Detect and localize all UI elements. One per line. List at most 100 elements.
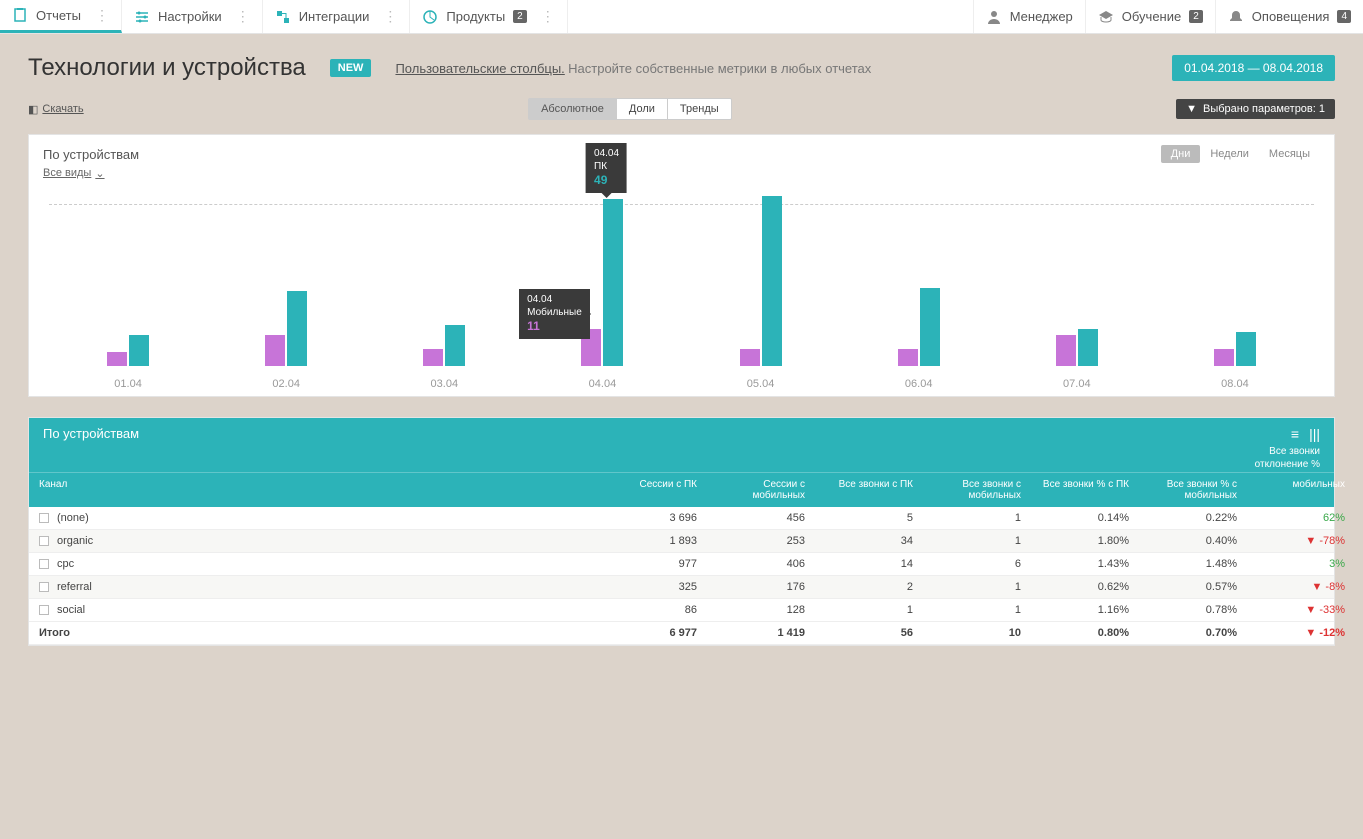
bar-pc[interactable]: [129, 335, 149, 366]
row-checkbox[interactable]: [39, 582, 49, 592]
row-checkbox[interactable]: [39, 559, 49, 569]
table-header: По устройствам ≡ ||| Все звонки отклонен…: [29, 418, 1334, 507]
table-column-header[interactable]: мобильных: [1247, 473, 1355, 507]
table-column-header[interactable]: Сессии с мобильных: [707, 473, 815, 507]
channel-name[interactable]: organic: [57, 535, 93, 547]
delta-cell: 3%: [1247, 553, 1355, 575]
period-tab-0[interactable]: Дни: [1161, 145, 1201, 163]
bar-mobile[interactable]: [1056, 335, 1076, 366]
subheader: ◧ Скачать АбсолютноеДолиТренды ▼ Выбрано…: [28, 98, 1335, 120]
nav-item-bell[interactable]: Оповещения4: [1215, 0, 1363, 33]
bar-pc[interactable]: [287, 291, 307, 366]
date-range-picker[interactable]: 01.04.2018 — 08.04.2018: [1172, 55, 1335, 81]
bar-pc[interactable]: [445, 325, 465, 366]
table-toggle-cols-icon[interactable]: |||: [1309, 426, 1320, 442]
cell: 2: [815, 576, 923, 598]
table-column-header[interactable]: Канал: [29, 473, 599, 507]
bar-pc[interactable]: [1078, 329, 1098, 366]
settings-icon: [134, 9, 150, 25]
cell: 325: [599, 576, 707, 598]
x-axis-label: 02.04: [207, 378, 365, 390]
nav-item-manager[interactable]: Менеджер: [973, 0, 1085, 33]
table-panel: По устройствам ≡ ||| Все звонки отклонен…: [28, 417, 1335, 646]
view-mode-tabs: АбсолютноеДолиТренды: [528, 98, 732, 120]
channel-name[interactable]: (none): [57, 512, 89, 524]
period-tab-1[interactable]: Недели: [1200, 145, 1259, 163]
bar-mobile[interactable]: [740, 349, 760, 366]
bar-pc[interactable]: [920, 288, 940, 366]
row-checkbox[interactable]: [39, 536, 49, 546]
nav-item-education[interactable]: Обучение2: [1085, 0, 1215, 33]
table-body: (none)3 696456510.14%0.22%62%organic1 89…: [29, 507, 1334, 645]
channel-name[interactable]: social: [57, 604, 85, 616]
page-header: Технологии и устройства NEW Пользователь…: [28, 54, 1335, 82]
products-icon: [422, 9, 438, 25]
cell: 1: [923, 507, 1031, 529]
more-icon[interactable]: ⋮: [377, 8, 397, 25]
row-checkbox[interactable]: [39, 605, 49, 615]
chart-title: По устройствам: [43, 147, 139, 162]
promo-text: Настройте собственные метрики в любых от…: [568, 61, 871, 76]
view-tab-1[interactable]: Доли: [617, 99, 668, 119]
cell: 456: [707, 507, 815, 529]
nav-item-reports[interactable]: Отчеты⋮: [0, 0, 122, 33]
all-views-dropdown[interactable]: Все виды ⌄: [29, 167, 119, 186]
cell: 0.22%: [1139, 507, 1247, 529]
bar-mobile[interactable]: [265, 335, 285, 366]
view-tab-0[interactable]: Абсолютное: [529, 99, 617, 119]
view-tab-2[interactable]: Тренды: [668, 99, 731, 119]
bar-pc[interactable]: [1236, 332, 1256, 366]
delta-cell: ▼ -78%: [1247, 530, 1355, 552]
bar-group-08.04: [1156, 196, 1314, 366]
bell-icon: [1228, 9, 1244, 25]
nav-item-products[interactable]: Продукты2⋮: [410, 0, 567, 33]
more-icon[interactable]: ⋮: [230, 8, 250, 25]
params-filter-label: Выбрано параметров: 1: [1203, 103, 1325, 115]
promo-link[interactable]: Пользовательские столбцы.: [395, 61, 564, 76]
cell: 0.78%: [1139, 599, 1247, 621]
row-checkbox[interactable]: [39, 513, 49, 523]
bar-mobile[interactable]: [1214, 349, 1234, 366]
delta-cell: ▼ -33%: [1247, 599, 1355, 621]
more-icon[interactable]: ⋮: [535, 8, 555, 25]
table-column-header[interactable]: Все звонки с мобильных: [923, 473, 1031, 507]
cell: 86: [599, 599, 707, 621]
cell: 128: [707, 599, 815, 621]
cell: 253: [707, 530, 815, 552]
cell: 0.62%: [1031, 576, 1139, 598]
nav-item-integrations[interactable]: Интеграции⋮: [263, 0, 411, 33]
x-axis-label: 06.04: [840, 378, 998, 390]
table-column-header[interactable]: Все звонки % с мобильных: [1139, 473, 1247, 507]
cell: 0.80%: [1031, 622, 1139, 644]
nav-item-settings[interactable]: Настройки⋮: [122, 0, 263, 33]
cell: 1.48%: [1139, 553, 1247, 575]
education-icon: [1098, 9, 1114, 25]
cell: 0.70%: [1139, 622, 1247, 644]
table-column-header[interactable]: Все звонки с ПК: [815, 473, 923, 507]
bar-mobile[interactable]: [107, 352, 127, 366]
bar-pc[interactable]: [603, 199, 623, 366]
table-row: organic1 8932533411.80%0.40%▼ -78%: [29, 530, 1334, 553]
cell: 0.14%: [1031, 507, 1139, 529]
period-tab-2[interactable]: Месяцы: [1259, 145, 1320, 163]
table-toggle-rows-icon[interactable]: ≡: [1291, 426, 1299, 442]
table-column-header[interactable]: Сессии с ПК: [599, 473, 707, 507]
cell: 1.43%: [1031, 553, 1139, 575]
bar-mobile[interactable]: [423, 349, 443, 366]
download-link[interactable]: ◧ Скачать: [28, 103, 84, 116]
x-axis-label: 07.04: [998, 378, 1156, 390]
reports-icon: [12, 7, 28, 23]
bar-group-02.04: [207, 196, 365, 366]
channel-name[interactable]: cpc: [57, 558, 74, 570]
chart-area: 04.04ПК4904.04Мобильные11 01.0402.0403.0…: [29, 186, 1334, 396]
table-column-header[interactable]: Все звонки % с ПК: [1031, 473, 1139, 507]
page-title: Технологии и устройства: [28, 54, 306, 82]
more-icon[interactable]: ⋮: [89, 7, 109, 24]
bar-pc[interactable]: [762, 196, 782, 366]
delta-cell: ▼ -8%: [1247, 576, 1355, 598]
cell: 1.16%: [1031, 599, 1139, 621]
params-filter-chip[interactable]: ▼ Выбрано параметров: 1: [1176, 99, 1335, 119]
bar-mobile[interactable]: [898, 349, 918, 366]
channel-name[interactable]: referral: [57, 581, 92, 593]
table-row: referral325176210.62%0.57%▼ -8%: [29, 576, 1334, 599]
